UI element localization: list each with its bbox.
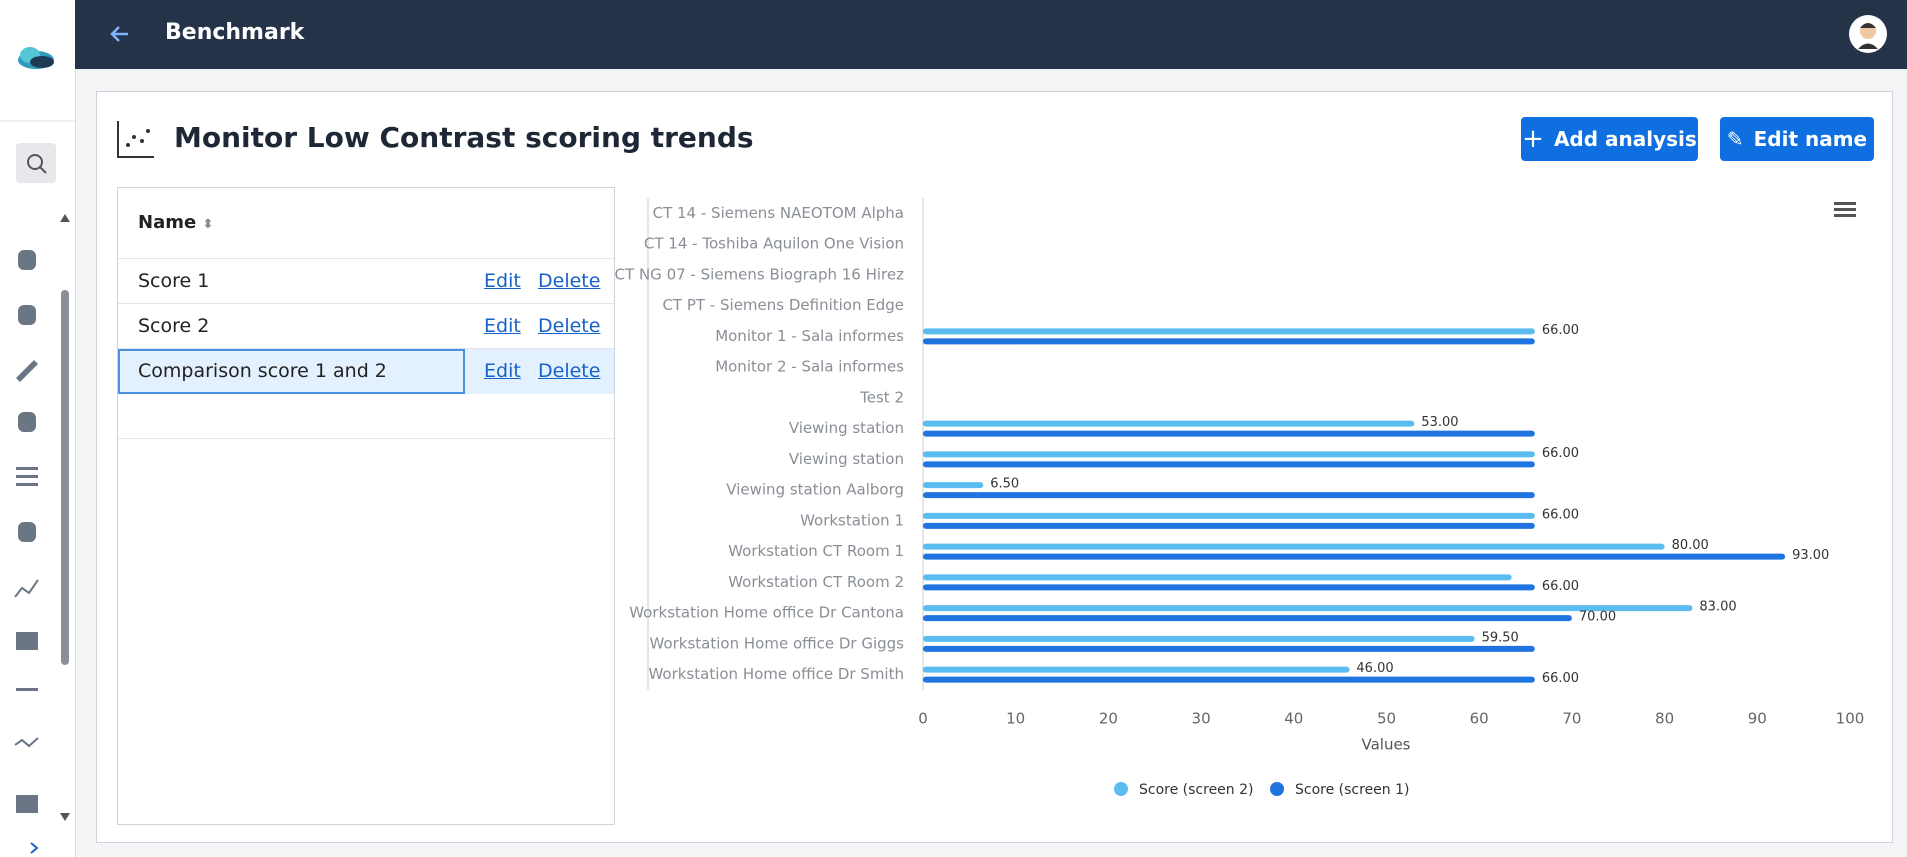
- bar: [923, 492, 1535, 499]
- panel-title: Monitor Low Contrast scoring trends: [174, 121, 754, 154]
- x-tick-label: 30: [1192, 710, 1211, 728]
- bar: [923, 553, 1786, 560]
- bar: [923, 482, 984, 489]
- y-tick-label: Viewing station: [789, 419, 904, 437]
- bar: [923, 328, 1535, 335]
- y-tick-label: Monitor 1 - Sala informes: [715, 327, 904, 345]
- bar: [923, 338, 1535, 345]
- data-label: 66.00: [1542, 507, 1579, 522]
- table-row[interactable]: Score 2 Edit Delete: [118, 303, 614, 349]
- bar: [923, 666, 1350, 673]
- data-label: 83.00: [1699, 600, 1736, 615]
- legend-label[interactable]: Score (screen 2): [1139, 782, 1253, 798]
- panel-icon: [117, 121, 154, 158]
- y-tick-label: Workstation Home office Dr Giggs: [650, 634, 905, 652]
- y-tick-label: Viewing station Aalborg: [726, 481, 904, 499]
- legend-marker: [1270, 782, 1284, 796]
- x-tick-label: 40: [1284, 710, 1303, 728]
- sidebar-icons: [0, 47, 75, 854]
- bar: [923, 615, 1572, 622]
- y-tick-label: Test 2: [859, 388, 904, 406]
- bar: [923, 420, 1415, 427]
- data-label: 66.00: [1542, 323, 1579, 338]
- bar: [923, 522, 1535, 529]
- y-tick-label: CT 14 - Siemens NAEOTOM Alpha: [653, 204, 904, 222]
- y-tick-label: Workstation 1: [800, 511, 904, 529]
- add-analysis-button[interactable]: + Add analysis: [1521, 117, 1698, 161]
- data-label: 59.50: [1482, 630, 1519, 645]
- edit-name-button[interactable]: ✎ Edit name: [1720, 117, 1874, 161]
- edit-link[interactable]: Edit: [484, 315, 521, 337]
- bar: [923, 676, 1535, 683]
- y-tick-label: CT 14 - Toshiba Aquilon One Vision: [644, 235, 904, 253]
- data-label: 80.00: [1672, 538, 1709, 553]
- bar: [923, 451, 1535, 458]
- edit-link[interactable]: Edit: [484, 360, 521, 382]
- chart-menu[interactable]: [1834, 202, 1856, 217]
- bar: [923, 461, 1535, 468]
- x-tick-label: 20: [1099, 710, 1118, 728]
- button-label: Add analysis: [1553, 127, 1697, 151]
- table-row-selected[interactable]: Comparison score 1 and 2 Edit Delete: [118, 348, 614, 394]
- y-tick-label: Viewing station: [789, 450, 904, 468]
- y-tick-label: Monitor 2 - Sala informes: [715, 358, 904, 376]
- table: Name ⬍ Score 1 Edit Delete Score 2 Edit Dele…: [117, 187, 615, 825]
- y-tick-label: Workstation CT Room 2: [728, 573, 904, 591]
- row-name: Score 1: [138, 270, 210, 292]
- y-tick-label: Workstation Home office Dr Smith: [648, 665, 904, 683]
- table-row[interactable]: Score 1 Edit Delete: [118, 258, 614, 304]
- page-title: Benchmark: [165, 20, 305, 45]
- bar: [923, 512, 1535, 519]
- x-tick-label: 70: [1562, 710, 1581, 728]
- row-name: Score 2: [138, 315, 210, 337]
- bar: [923, 543, 1665, 550]
- sidebar: [0, 0, 76, 857]
- bar: [923, 645, 1535, 652]
- x-tick-label: 0: [918, 710, 928, 728]
- legend-marker: [1114, 782, 1128, 796]
- selection-outline: [118, 349, 465, 394]
- x-tick-label: 10: [1006, 710, 1025, 728]
- data-label: 53.00: [1421, 415, 1458, 430]
- delete-link[interactable]: Delete: [538, 315, 601, 337]
- bar: [923, 584, 1535, 591]
- data-label: 66.00: [1542, 446, 1579, 461]
- y-tick-label: CT NG 07 - Siemens Biograph 16 Hirez: [615, 265, 905, 283]
- data-label: 66.00: [1542, 579, 1579, 594]
- x-tick-label: 80: [1655, 710, 1674, 728]
- delete-link[interactable]: Delete: [538, 270, 601, 292]
- y-tick-label: Workstation CT Room 1: [728, 542, 904, 560]
- bar: [923, 635, 1475, 642]
- x-tick-label: 50: [1377, 710, 1396, 728]
- data-label: 70.00: [1579, 610, 1616, 625]
- bar: [923, 605, 1693, 612]
- x-tick-label: 90: [1748, 710, 1767, 728]
- row-name: Comparison score 1 and 2: [138, 360, 387, 382]
- bar: [923, 430, 1535, 437]
- back-button[interactable]: [108, 22, 132, 46]
- x-axis-title: Values: [1361, 736, 1410, 754]
- legend-label[interactable]: Score (screen 1): [1295, 782, 1409, 798]
- data-label: 93.00: [1792, 548, 1829, 563]
- data-label: 66.00: [1542, 671, 1579, 686]
- button-label: Edit name: [1753, 127, 1868, 151]
- x-tick-label: 100: [1836, 710, 1865, 728]
- top-bar: Benchmark: [75, 0, 1907, 69]
- bar: [923, 574, 1512, 581]
- column-title: Name: [138, 212, 197, 233]
- data-label: 6.50: [990, 477, 1019, 492]
- avatar[interactable]: [1848, 14, 1888, 54]
- delete-link[interactable]: Delete: [538, 360, 601, 382]
- y-tick-label: CT PT - Siemens Definition Edge: [662, 296, 904, 314]
- data-label: 46.00: [1356, 661, 1393, 676]
- edit-link[interactable]: Edit: [484, 270, 521, 292]
- y-tick-label: Workstation Home office Dr Cantona: [629, 604, 904, 622]
- x-tick-label: 60: [1470, 710, 1489, 728]
- column-header[interactable]: Name ⬍: [138, 212, 214, 233]
